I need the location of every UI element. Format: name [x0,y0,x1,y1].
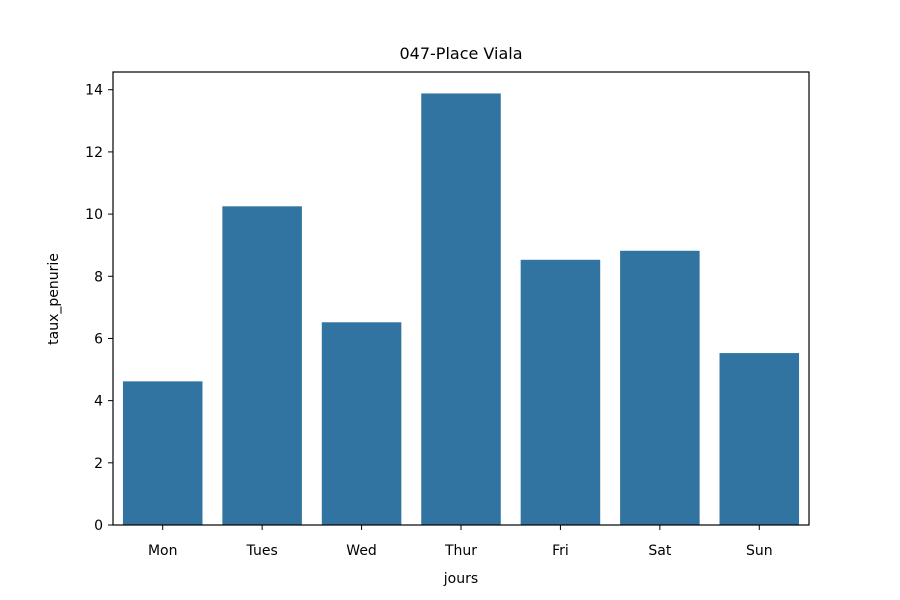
x-tick-label: Thur [444,543,477,559]
y-tick-label: 12 [85,145,103,161]
bar-thur [421,93,501,525]
bar-sat [620,250,700,525]
x-tick-label: Sun [746,543,773,559]
y-tick-label: 10 [85,207,103,223]
bar-wed [321,322,402,525]
plot-frame [112,71,810,526]
y-axis: 0 2 4 6 8 10 12 14 [85,83,113,534]
x-tick-label: Fri [552,543,569,559]
y-axis-label: taux_penurie [46,253,62,345]
bars-group [122,93,800,525]
y-tick-label: 2 [94,456,103,472]
x-tick-label: Mon [148,543,178,559]
bar-fri [520,259,601,525]
y-tick-label: 4 [94,394,103,410]
x-axis-label: jours [443,571,478,587]
x-tick-label: Tues [246,543,278,559]
y-tick-label: 6 [94,331,103,347]
chart-title: 047-Place Viala [399,44,522,63]
y-tick-label: 0 [94,518,103,534]
bar-mon [122,381,203,525]
y-tick-label: 14 [85,83,103,99]
x-axis: Mon Tues Wed Thur Fri Sat Sun [148,525,773,559]
y-tick-label: 8 [94,269,103,285]
x-tick-label: Wed [346,543,377,559]
x-tick-label: Sat [648,543,671,559]
bar-tues [222,206,302,525]
bar-sun [719,353,800,525]
